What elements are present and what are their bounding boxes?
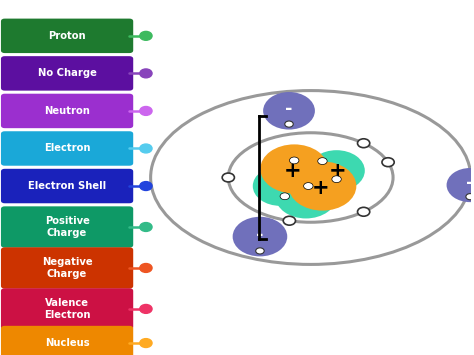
Circle shape <box>140 305 152 313</box>
Circle shape <box>285 121 293 127</box>
Circle shape <box>357 139 370 148</box>
Circle shape <box>140 144 152 153</box>
FancyBboxPatch shape <box>1 288 133 329</box>
Circle shape <box>222 173 235 182</box>
Text: +: + <box>284 162 301 181</box>
Circle shape <box>318 158 327 164</box>
Text: Electron Shell: Electron Shell <box>28 181 106 191</box>
FancyBboxPatch shape <box>1 326 133 355</box>
FancyBboxPatch shape <box>1 169 133 203</box>
Text: +: + <box>329 161 347 181</box>
Text: -: - <box>285 100 293 118</box>
Circle shape <box>382 158 394 166</box>
Circle shape <box>233 217 287 256</box>
Circle shape <box>283 216 295 225</box>
Text: Valence
Electron: Valence Electron <box>44 298 91 320</box>
Ellipse shape <box>275 174 337 218</box>
Circle shape <box>255 248 264 254</box>
Circle shape <box>280 193 290 200</box>
Circle shape <box>304 182 313 190</box>
Circle shape <box>263 92 315 130</box>
Ellipse shape <box>253 166 307 206</box>
Text: -: - <box>466 174 474 192</box>
Circle shape <box>140 339 152 348</box>
Ellipse shape <box>289 162 356 211</box>
Text: Proton: Proton <box>48 31 86 41</box>
FancyBboxPatch shape <box>1 56 133 91</box>
Text: Neutron: Neutron <box>44 106 90 116</box>
Text: Electron: Electron <box>44 143 91 153</box>
FancyBboxPatch shape <box>1 247 133 289</box>
Circle shape <box>140 106 152 115</box>
Text: +: + <box>312 178 330 198</box>
FancyBboxPatch shape <box>1 18 133 53</box>
Circle shape <box>466 193 474 200</box>
Text: No Charge: No Charge <box>37 69 97 78</box>
Text: Nucleus: Nucleus <box>45 338 90 348</box>
FancyBboxPatch shape <box>1 94 133 128</box>
Circle shape <box>140 182 152 191</box>
Circle shape <box>447 168 474 202</box>
Text: Positive
Charge: Positive Charge <box>45 216 90 238</box>
Circle shape <box>140 223 152 231</box>
Text: Negative
Charge: Negative Charge <box>42 257 92 279</box>
Circle shape <box>357 207 370 216</box>
Circle shape <box>140 263 152 272</box>
Ellipse shape <box>308 150 365 191</box>
FancyBboxPatch shape <box>1 206 133 248</box>
Circle shape <box>140 31 152 40</box>
Text: -: - <box>256 226 264 244</box>
Circle shape <box>290 157 299 164</box>
FancyBboxPatch shape <box>1 131 133 166</box>
Circle shape <box>140 69 152 78</box>
Ellipse shape <box>260 144 328 193</box>
Circle shape <box>332 176 341 182</box>
